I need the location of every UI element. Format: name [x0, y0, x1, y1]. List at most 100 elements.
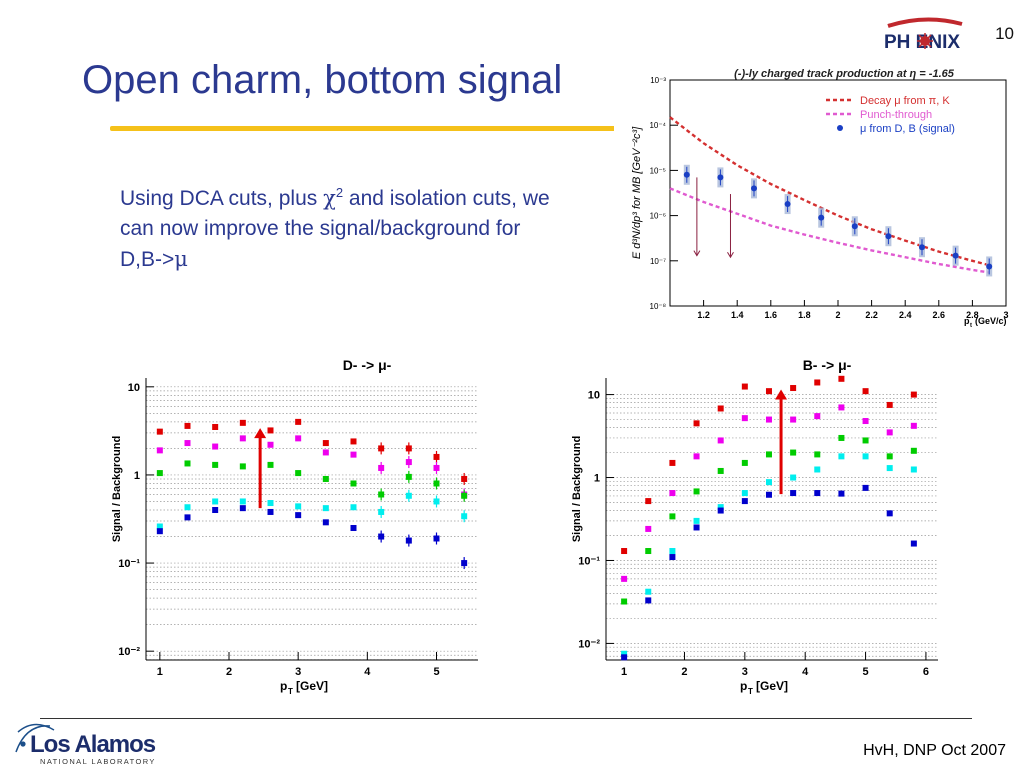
x-tick-label: 5	[433, 666, 439, 678]
x-axis-label-subscript: T	[288, 687, 293, 696]
data-point	[693, 420, 700, 427]
data-point	[267, 500, 274, 507]
data-point	[184, 504, 191, 511]
x-tick-label: 2	[681, 666, 687, 678]
data-point	[838, 453, 845, 460]
data-point	[239, 435, 246, 442]
y-tick-label: 10⁻²	[578, 638, 600, 650]
data-point	[645, 525, 652, 532]
x-axis-label-group: p t (GeV/c)	[964, 316, 1007, 328]
x-axis-label-subscript: t	[970, 323, 972, 328]
data-point	[212, 498, 219, 505]
data-point	[184, 440, 191, 447]
data-point	[765, 451, 772, 458]
x-tick-label: 1	[157, 666, 163, 678]
data-point	[267, 427, 274, 434]
data-point	[765, 479, 772, 486]
data-point	[405, 473, 412, 480]
los-alamos-logo: Los Alamos NATIONAL LABORATORY	[15, 723, 157, 766]
data-point	[862, 453, 869, 460]
data-point	[693, 488, 700, 495]
data-point	[741, 383, 748, 390]
x-tick-label: 1	[621, 666, 627, 678]
d-signal-background-chart: D- -> μ- 10⁻² 10⁻¹ 1 10 1 2 3 4 5 Signal / Backgro…	[100, 356, 500, 696]
data-point	[862, 388, 869, 395]
data-point	[790, 416, 797, 423]
x-tick-label: 2.2	[865, 310, 878, 320]
data-point	[267, 441, 274, 448]
upper-limit-arrowhead	[693, 250, 701, 257]
x-axis-label-subscript: T	[748, 687, 753, 696]
x-tick-label: 2	[835, 310, 840, 320]
data-point	[669, 459, 676, 466]
data-point	[156, 523, 163, 530]
data-point	[851, 223, 858, 230]
data-point	[239, 505, 246, 512]
data-point	[693, 453, 700, 460]
superscript-two: 2	[335, 185, 344, 200]
data-point	[765, 416, 772, 423]
data-point	[683, 171, 690, 178]
data-point	[751, 185, 757, 192]
data-point	[741, 459, 748, 466]
data-point	[621, 650, 628, 657]
legend: Decay μ from π, K Punch-through μ from D, …	[826, 95, 955, 135]
data-point	[669, 554, 676, 561]
x-axis-unit: (GeV/c)	[975, 316, 1007, 326]
x-tick-label: 2.6	[933, 310, 946, 320]
y-axis-label: E d³N/dp³ for MB [GeV⁻²c³]	[631, 126, 643, 259]
data-point	[717, 467, 724, 474]
data-point	[350, 438, 357, 445]
data-point	[433, 453, 440, 460]
data-point	[405, 445, 412, 452]
data-point	[645, 588, 652, 595]
page-number: 10	[995, 24, 1014, 43]
bullet-text: Using DCA cuts, plus χ2 and isolation cu…	[120, 178, 560, 275]
y-tick-label: 10⁻²	[118, 646, 140, 658]
data-point	[717, 174, 724, 181]
data-point	[433, 464, 440, 471]
y-axis-label: Signal / Background	[571, 436, 583, 542]
lanl-orbit-icon	[15, 723, 55, 753]
production-chart: (-)-ly charged track production at η = -…	[614, 66, 1024, 328]
x-tick-label: 1.8	[798, 310, 811, 320]
data-point	[886, 401, 893, 408]
chart-background	[100, 356, 500, 696]
data-point	[886, 510, 893, 517]
data-point	[986, 263, 993, 270]
data-point	[669, 513, 676, 520]
data-point	[741, 490, 748, 497]
y-tick-label: 10	[588, 390, 600, 402]
b-signal-background-chart: B- -> μ- 10⁻² 10⁻¹ 1 10 1 2 3 4 5 6 Signal / Backgr…	[560, 356, 960, 696]
data-point	[952, 252, 959, 259]
data-point	[886, 453, 893, 460]
data-point	[295, 418, 302, 425]
x-tick-label: 1.4	[731, 310, 744, 320]
footer-rule	[40, 718, 972, 719]
data-point	[267, 508, 274, 515]
title-underline	[110, 126, 640, 131]
y-tick-label: 10⁻⁶	[650, 212, 666, 221]
data-point	[295, 503, 302, 510]
data-point	[322, 449, 329, 456]
data-point	[322, 519, 329, 526]
data-point	[910, 540, 917, 547]
data-point	[741, 498, 748, 505]
data-point	[461, 475, 468, 482]
x-tick-label: 3	[295, 666, 301, 678]
data-point	[322, 475, 329, 482]
y-tick-label: 1	[134, 470, 140, 482]
data-point	[790, 474, 797, 481]
y-tick-label: 10	[128, 382, 140, 394]
mu-symbol: μ	[174, 247, 188, 271]
data-point	[405, 492, 412, 499]
data-point	[862, 484, 869, 491]
data-point	[350, 480, 357, 487]
legend-label: μ from D, B (signal)	[860, 123, 955, 135]
x-axis-unit: [GeV]	[296, 679, 328, 693]
slide-title: Open charm, bottom signal	[82, 58, 563, 102]
x-tick-label: 2	[226, 666, 232, 678]
x-tick-label: 5	[863, 666, 869, 678]
data-point	[790, 490, 797, 497]
data-point	[295, 470, 302, 477]
